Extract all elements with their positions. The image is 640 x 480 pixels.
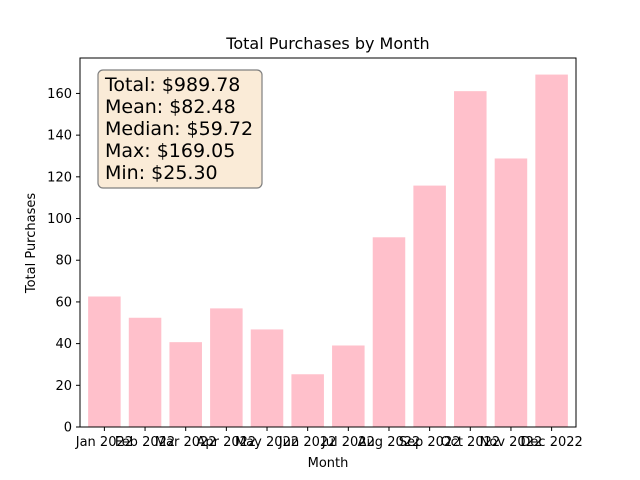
- y-tick-label: 0: [64, 421, 72, 436]
- y-tick-label: 80: [55, 254, 72, 269]
- bar-may-2022: [251, 329, 284, 427]
- bar-nov-2022: [495, 158, 528, 427]
- x-tick-label: Dec 2022: [520, 435, 582, 450]
- bar-feb-2022: [129, 318, 162, 427]
- stats-median: Median: $59.72: [105, 118, 253, 140]
- bar-dec-2022: [535, 75, 568, 427]
- y-tick-label: 160: [47, 87, 72, 102]
- stats-annotation: Total: $989.78 Mean: $82.48 Median: $59.…: [98, 70, 262, 188]
- x-axis-label: Month: [308, 456, 349, 471]
- bar-aug-2022: [373, 237, 406, 427]
- stats-total: Total: $989.78: [104, 74, 240, 96]
- y-tick-label: 100: [47, 212, 72, 227]
- y-tick-label: 40: [55, 337, 72, 352]
- bar-sep-2022: [413, 186, 446, 427]
- bar-oct-2022: [454, 91, 487, 427]
- y-tick-label: 120: [47, 170, 72, 185]
- bar-jun-2022: [291, 374, 324, 427]
- y-tick-label: 20: [55, 379, 72, 394]
- chart-title: Total Purchases by Month: [225, 34, 429, 53]
- stats-min: Min: $25.30: [105, 162, 218, 184]
- stats-max: Max: $169.05: [105, 140, 235, 162]
- y-tick-label: 60: [55, 295, 72, 310]
- y-axis-label: Total Purchases: [24, 193, 39, 295]
- stats-mean: Mean: $82.48: [105, 96, 236, 118]
- bar-jan-2022: [88, 296, 121, 427]
- bar-jul-2022: [332, 345, 365, 427]
- y-tick-label: 140: [47, 129, 72, 144]
- bar-apr-2022: [210, 308, 243, 427]
- bar-mar-2022: [169, 342, 202, 427]
